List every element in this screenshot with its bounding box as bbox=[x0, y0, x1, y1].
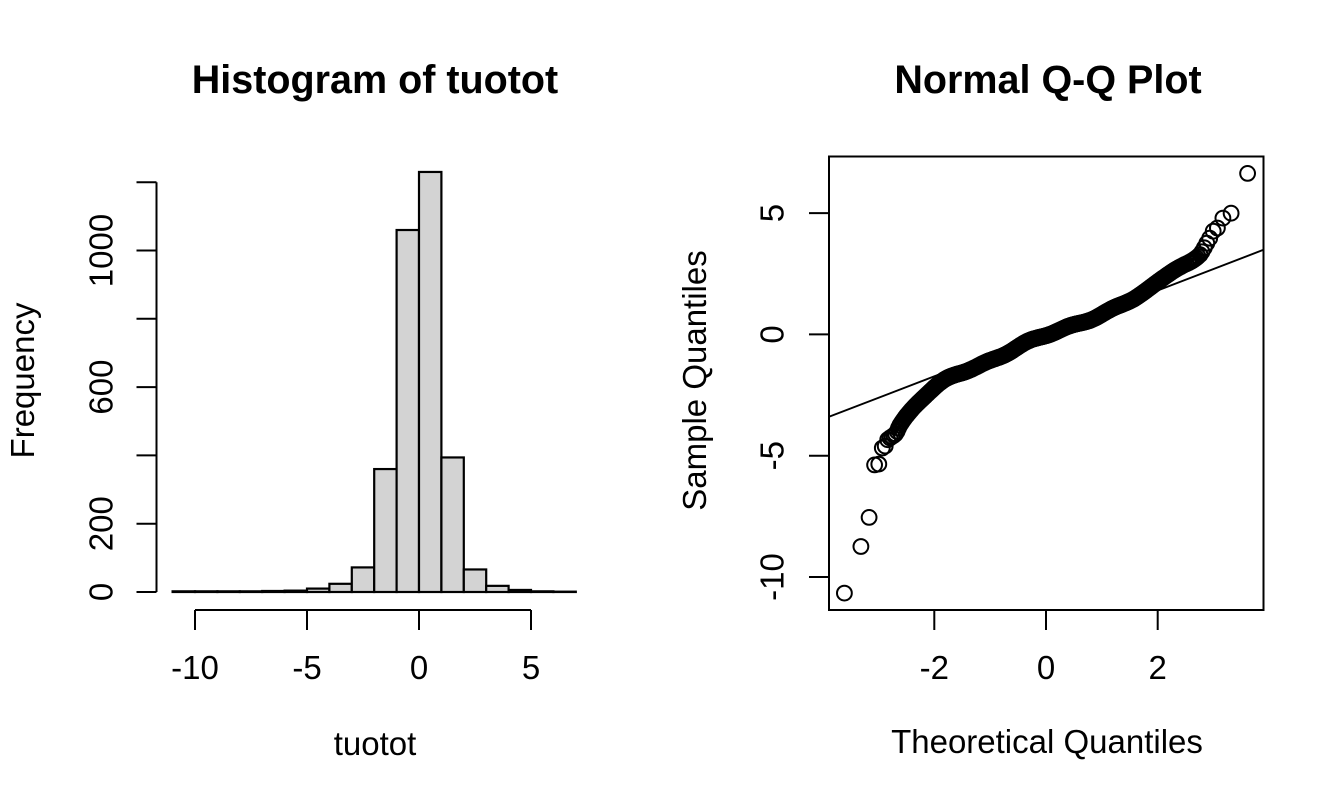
svg-text:tuotot: tuotot bbox=[334, 725, 417, 762]
svg-text:600: 600 bbox=[83, 360, 120, 415]
svg-text:0: 0 bbox=[83, 583, 120, 601]
svg-text:-10: -10 bbox=[754, 553, 791, 601]
svg-text:Histogram of tuotot: Histogram of tuotot bbox=[192, 58, 558, 102]
svg-text:0: 0 bbox=[754, 325, 791, 343]
svg-text:-2: -2 bbox=[920, 649, 949, 686]
svg-text:-10: -10 bbox=[171, 649, 219, 686]
svg-text:Sample Quantiles: Sample Quantiles bbox=[676, 250, 713, 510]
svg-text:200: 200 bbox=[83, 496, 120, 551]
svg-text:Theoretical Quantiles: Theoretical Quantiles bbox=[891, 723, 1203, 760]
svg-text:5: 5 bbox=[754, 204, 791, 222]
svg-text:1000: 1000 bbox=[83, 214, 120, 287]
svg-text:Frequency: Frequency bbox=[4, 302, 41, 458]
svg-text:Normal Q-Q Plot: Normal Q-Q Plot bbox=[894, 58, 1201, 102]
svg-text:2: 2 bbox=[1149, 649, 1167, 686]
svg-text:-5: -5 bbox=[754, 441, 791, 470]
svg-text:0: 0 bbox=[410, 649, 428, 686]
svg-text:-5: -5 bbox=[292, 649, 321, 686]
svg-text:0: 0 bbox=[1037, 649, 1055, 686]
svg-text:5: 5 bbox=[522, 649, 540, 686]
